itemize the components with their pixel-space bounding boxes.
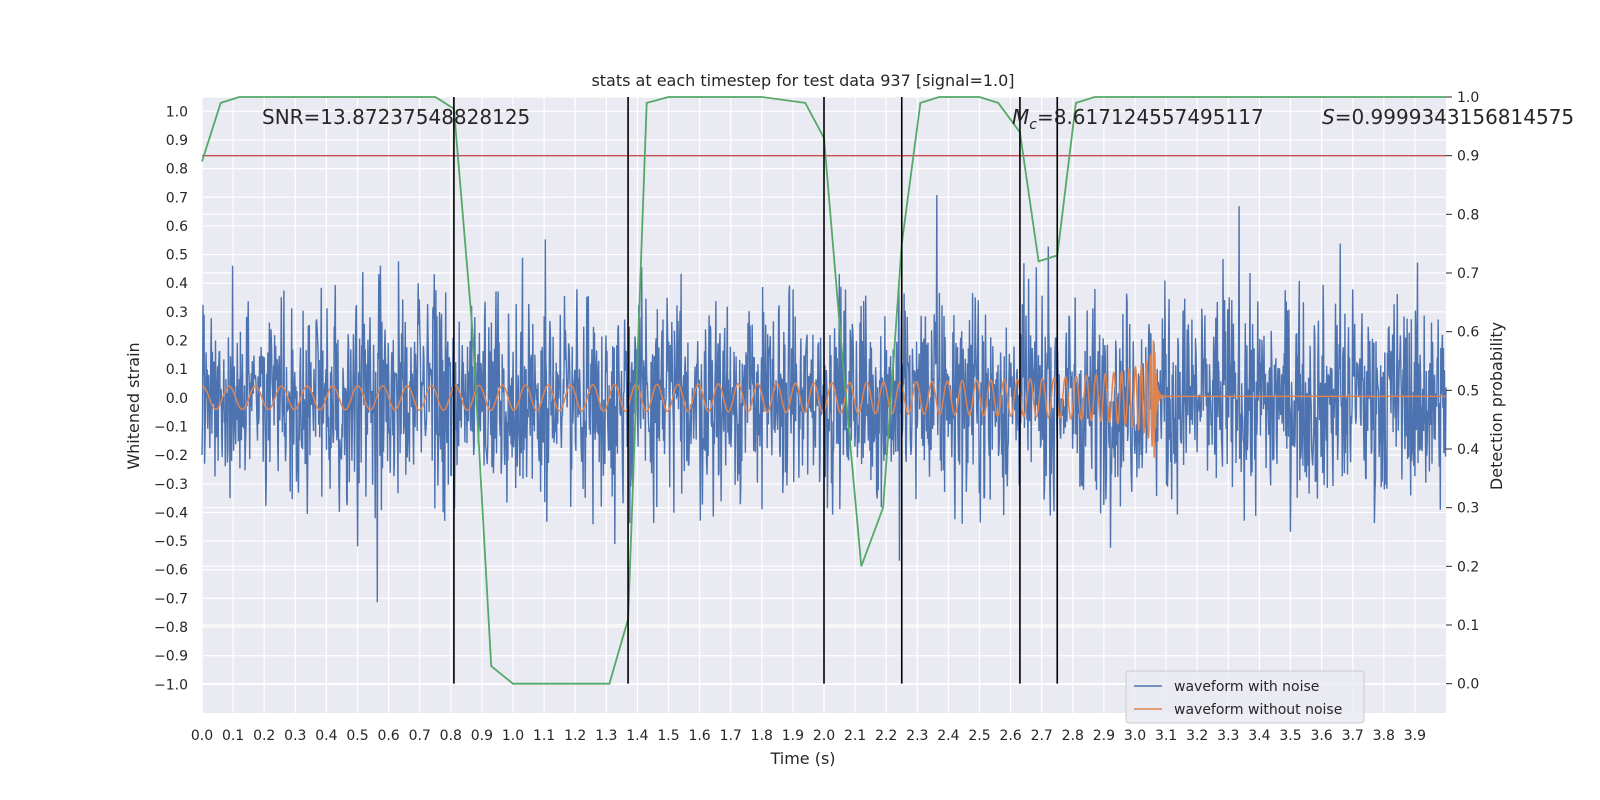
legend: waveform with noise waveform without noi… bbox=[1125, 670, 1365, 724]
y-tick-label: −0.5 bbox=[154, 534, 188, 550]
y-tick-label: −0.3 bbox=[154, 477, 188, 493]
y-tick-label: 0.5 bbox=[166, 248, 188, 264]
y2-tick-label: 0.4 bbox=[1457, 442, 1479, 458]
x-tick-label: 0.9 bbox=[471, 728, 493, 744]
y2-tick-label: 0.8 bbox=[1457, 207, 1479, 223]
x-tick-label: 2.7 bbox=[1031, 728, 1053, 744]
x-tick-label: 3.7 bbox=[1342, 728, 1364, 744]
s-symbol: S bbox=[1322, 105, 1335, 129]
y2-tick-label: 0.3 bbox=[1457, 501, 1479, 517]
y-axis-ticks: 1.0 0.9 0.8 0.7 0.6 0.5 0.4 0.3 0.2 0.1 0.0 −0.1 −0.… bbox=[154, 104, 188, 693]
y-tick-label: 0.9 bbox=[166, 133, 188, 149]
y2-tick-label: 1.0 bbox=[1457, 90, 1479, 106]
x-axis-label: Time (s) bbox=[769, 749, 835, 768]
y2-tick-label: 0.1 bbox=[1457, 618, 1479, 634]
x-tick-label: 2.0 bbox=[813, 728, 835, 744]
x-tick-label: 1.5 bbox=[657, 728, 679, 744]
y-axis-label: Whitened strain bbox=[124, 342, 143, 469]
x-tick-label: 0.5 bbox=[346, 728, 368, 744]
x-tick-label: 0.1 bbox=[222, 728, 244, 744]
x-axis-ticks: 0.0 0.1 0.2 0.3 0.4 0.5 0.6 0.7 0.8 0.9 1.0 1.1 1.2 1… bbox=[191, 728, 1426, 744]
x-tick-label: 0.3 bbox=[284, 728, 306, 744]
y2-tick-label: 0.6 bbox=[1457, 325, 1479, 341]
y-tick-label: 0.6 bbox=[166, 219, 188, 235]
y-tick-label: 0.1 bbox=[166, 362, 188, 378]
y-tick-label: −0.9 bbox=[154, 649, 188, 665]
y2-axis-ticks: 1.0 0.9 0.8 0.7 0.6 0.5 0.4 0.3 0.2 0.1 0.0 bbox=[1446, 90, 1479, 693]
x-tick-label: 3.4 bbox=[1248, 728, 1270, 744]
x-tick-label: 0.4 bbox=[315, 728, 337, 744]
x-tick-label: 1.6 bbox=[688, 728, 710, 744]
x-tick-label: 0.2 bbox=[253, 728, 275, 744]
y2-tick-label: 0.0 bbox=[1457, 677, 1479, 693]
mc-annotation: Mc=8.617124557495117 bbox=[1012, 105, 1264, 133]
x-tick-label: 2.2 bbox=[875, 728, 897, 744]
x-tick-label: 3.3 bbox=[1217, 728, 1239, 744]
x-tick-label: 0.8 bbox=[440, 728, 462, 744]
x-tick-label: 2.4 bbox=[937, 728, 959, 744]
y2-tick-label: 0.9 bbox=[1457, 149, 1479, 165]
probability-path bbox=[201, 96, 1446, 685]
x-tick-label: 3.1 bbox=[1155, 728, 1177, 744]
x-tick-label: 2.3 bbox=[906, 728, 928, 744]
x-tick-label: 1.4 bbox=[626, 728, 648, 744]
y-tick-label: −1.0 bbox=[154, 677, 188, 693]
legend-box bbox=[1125, 670, 1365, 724]
x-tick-label: 0.0 bbox=[191, 728, 213, 744]
x-tick-label: 1.7 bbox=[720, 728, 742, 744]
x-tick-label: 3.2 bbox=[1186, 728, 1208, 744]
series-detection-probability bbox=[201, 96, 1446, 685]
y-tick-label: −0.1 bbox=[154, 419, 188, 435]
x-tick-label: 3.0 bbox=[1124, 728, 1146, 744]
mc-subscript: c bbox=[1029, 117, 1037, 133]
x-tick-label: 3.5 bbox=[1279, 728, 1301, 744]
x-tick-label: 2.6 bbox=[999, 728, 1021, 744]
y-tick-label: 0.3 bbox=[166, 305, 188, 321]
legend-label-noisy: waveform with noise bbox=[1174, 679, 1319, 695]
x-tick-label: 2.8 bbox=[1062, 728, 1084, 744]
mc-value: =8.617124557495117 bbox=[1037, 105, 1264, 129]
x-tick-label: 1.2 bbox=[564, 728, 586, 744]
y2-tick-label: 0.7 bbox=[1457, 266, 1479, 282]
x-tick-label: 1.8 bbox=[751, 728, 773, 744]
x-tick-label: 2.5 bbox=[968, 728, 990, 744]
x-tick-label: 1.3 bbox=[595, 728, 617, 744]
s-value: =0.9999343156814575 bbox=[1335, 105, 1574, 129]
y-tick-label: −0.4 bbox=[154, 505, 188, 521]
y-tick-label: 0.2 bbox=[166, 334, 188, 350]
y2-tick-label: 0.5 bbox=[1457, 383, 1479, 399]
x-tick-label: 1.9 bbox=[782, 728, 804, 744]
x-tick-label: 0.7 bbox=[409, 728, 431, 744]
chart-title: stats at each timestep for test data 937… bbox=[591, 71, 1014, 90]
y-tick-label: 0.4 bbox=[166, 276, 188, 292]
vertical-markers bbox=[453, 97, 1059, 684]
y-tick-label: 0.0 bbox=[166, 391, 188, 407]
mc-symbol: M bbox=[1012, 105, 1029, 129]
x-tick-label: 1.1 bbox=[533, 728, 555, 744]
y-tick-label: 0.7 bbox=[166, 190, 188, 206]
y2-tick-label: 0.2 bbox=[1457, 559, 1479, 575]
x-tick-label: 1.0 bbox=[502, 728, 524, 744]
x-tick-label: 0.6 bbox=[377, 728, 399, 744]
y-tick-label: −0.7 bbox=[154, 591, 188, 607]
x-tick-label: 3.8 bbox=[1373, 728, 1395, 744]
y-tick-label: 0.8 bbox=[166, 162, 188, 178]
x-tick-label: 3.6 bbox=[1310, 728, 1332, 744]
y-tick-label: 1.0 bbox=[166, 104, 188, 120]
snr-annotation: SNR=13.87237548828125 bbox=[262, 105, 530, 129]
legend-label-clean: waveform without noise bbox=[1174, 702, 1342, 718]
y2-axis-label: Detection probability bbox=[1487, 322, 1506, 490]
x-tick-label: 2.9 bbox=[1093, 728, 1115, 744]
s-annotation: S=0.9999343156814575 bbox=[1322, 105, 1574, 129]
x-tick-label: 3.9 bbox=[1404, 728, 1426, 744]
y-tick-label: −0.8 bbox=[154, 620, 188, 636]
x-tick-label: 2.1 bbox=[844, 728, 866, 744]
y-tick-label: −0.6 bbox=[154, 563, 188, 579]
y-tick-label: −0.2 bbox=[154, 448, 188, 464]
